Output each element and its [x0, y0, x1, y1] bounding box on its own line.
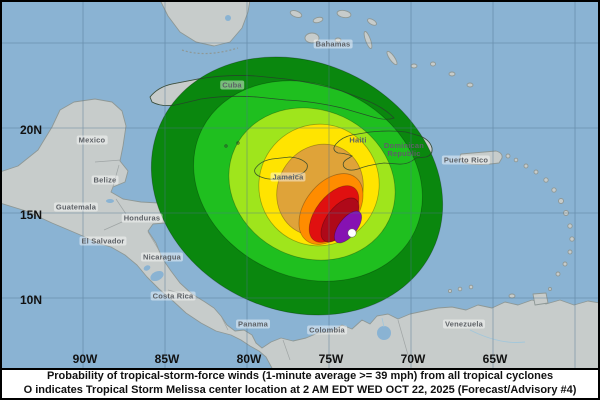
country-borders	[94, 159, 409, 361]
rivers	[381, 317, 526, 343]
florida-keys	[181, 47, 239, 55]
land-puerto-rico	[459, 150, 503, 165]
caption-line-2: O indicates Tropical Storm Melissa cente…	[23, 384, 577, 396]
gridlines	[2, 2, 598, 368]
storm-center-marker	[347, 228, 357, 238]
caption-line-1: Probability of tropical-storm-force wind…	[46, 370, 554, 383]
land-florida	[160, 2, 251, 47]
lakes-group	[106, 15, 391, 340]
land-abc-islands	[447, 284, 552, 306]
land-bahamas-islands	[289, 9, 474, 88]
land-central-south-america	[2, 98, 598, 368]
coastline-overlays	[149, 75, 433, 180]
map-svg	[2, 2, 598, 368]
caption-bar: Probability of tropical-storm-force wind…	[2, 368, 598, 398]
map-area: Mexico Belize Guatemala Honduras El Salv…	[2, 2, 598, 368]
